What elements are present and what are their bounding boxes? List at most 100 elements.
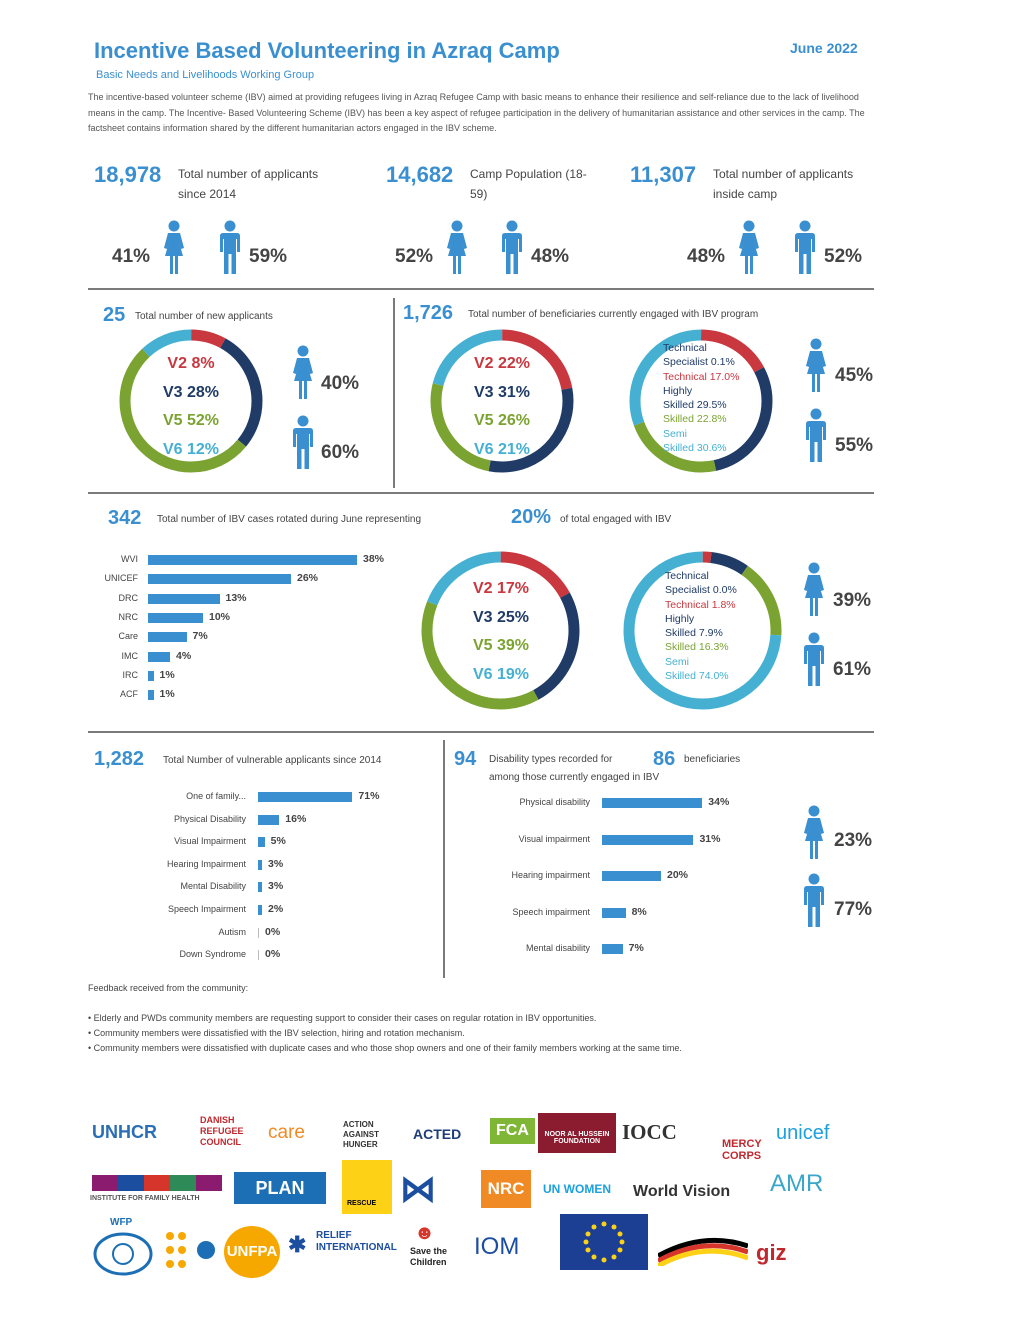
un-women-logo: UN WOMEN — [543, 1182, 611, 1196]
bar-value: 3% — [268, 857, 284, 870]
germany-jordan-flag-icon — [658, 1237, 748, 1266]
female-icon — [156, 220, 192, 276]
page-subtitle: Basic Needs and Livelihoods Working Grou… — [96, 69, 315, 81]
bar — [148, 574, 291, 585]
bar-value: 4% — [176, 649, 192, 662]
skill-label: Skilled 30.6% — [663, 442, 727, 455]
bar-label: IMC — [121, 650, 139, 661]
bar-value: 38% — [363, 553, 385, 565]
beneficiaries-donut-labels: V2 22% V3 31% V5 26% V6 21% — [452, 350, 552, 464]
bar — [602, 944, 623, 954]
bar-label: Autism — [218, 926, 246, 937]
skill-label: Specialist 0.1% — [663, 356, 735, 369]
bar — [258, 837, 265, 848]
page-title: Incentive Based Volunteering in Azraq Ca… — [94, 38, 560, 63]
v3-label: V3 28% — [162, 383, 220, 401]
skill-label: Technical 17.0% — [663, 370, 740, 383]
plan-logo: PLAN — [234, 1172, 326, 1204]
v5-label: V5 52% — [162, 412, 220, 429]
bar — [602, 798, 703, 808]
new-applicants-label: Total number of new applicants — [135, 311, 273, 322]
donut-segment — [119, 329, 263, 473]
relief-international-logo: RELIEF INTERNATIONAL — [316, 1230, 397, 1253]
donut-segment — [119, 329, 263, 473]
bar-value: 10% — [209, 610, 231, 623]
bar-label: IRC — [122, 669, 139, 680]
bar-label: ACF — [120, 689, 138, 700]
male-icon — [494, 220, 530, 276]
bar — [148, 670, 154, 681]
divider — [88, 288, 874, 290]
divider — [88, 731, 874, 733]
disability-beneficiaries-label: beneficiaries — [684, 754, 741, 765]
bar-value: 71% — [358, 790, 380, 802]
v2-label: V2 17% — [472, 580, 530, 597]
bar-value: 34% — [708, 796, 730, 808]
unfpa-logo: UNFPA — [224, 1226, 280, 1278]
bar-value: 8% — [631, 905, 647, 918]
bar-value: 0% — [265, 948, 281, 961]
giz-logo: giz — [756, 1240, 787, 1265]
beneficiaries-male-pct: 55% — [835, 435, 874, 456]
male-icon — [285, 415, 321, 471]
beneficiaries-female-pct: 45% — [835, 365, 874, 386]
bar — [258, 905, 262, 915]
beneficiaries-value: 1,726 — [403, 302, 454, 324]
v5-label: V5 39% — [472, 637, 530, 654]
beneficiaries-donut — [430, 329, 574, 473]
bar-value: 31% — [699, 832, 721, 845]
new-applicants-donut — [119, 329, 263, 473]
bar — [602, 871, 661, 881]
male-icon — [796, 873, 832, 929]
nrc-logo: NRC — [481, 1170, 531, 1208]
skill-label: Technical 1.8% — [665, 598, 736, 611]
bar-label: NRC — [118, 611, 139, 622]
save-the-children-logo: Save the Children — [410, 1246, 448, 1267]
v3-label: V3 25% — [472, 608, 530, 626]
bar-value: 2% — [268, 903, 284, 915]
stat-inside-value: 11,307 — [630, 162, 697, 187]
care-logo: care — [268, 1122, 305, 1143]
female-icon — [798, 338, 834, 394]
v6-label: V6 19% — [472, 665, 530, 683]
stat-inside-label: Total number of applicants inside camp — [713, 167, 854, 201]
rotated-pct: 20% — [511, 506, 552, 528]
donut-segment — [430, 329, 574, 473]
feedback-item: • Community members were dissatisfied wi… — [88, 1043, 682, 1053]
skill-label: Technical — [665, 570, 709, 582]
bar-value: 1% — [159, 688, 175, 701]
v6-label: V6 21% — [473, 440, 531, 458]
divider — [393, 298, 395, 488]
skill-label: Skilled 29.5% — [663, 399, 727, 412]
vulnerable-label: Total Number of vulnerable applicants si… — [163, 755, 382, 766]
bar-value: 5% — [270, 835, 286, 848]
divider — [88, 492, 874, 494]
bar-label: DRC — [118, 592, 139, 603]
new-applicants-donut-labels: V2 8% V3 28% V5 52% V6 12% — [141, 350, 241, 464]
bar-label: Visual impairment — [518, 833, 590, 844]
male-icon — [787, 220, 823, 276]
action-against-hunger-logo: ACTION AGAINST HUNGER — [343, 1120, 379, 1149]
bar-value: 1% — [159, 668, 175, 681]
donut-segment — [623, 551, 782, 710]
bar — [148, 651, 170, 662]
bar — [258, 859, 262, 870]
stat-applicants-female-pct: 41% — [112, 246, 151, 267]
stat-population-value: 14,682 — [386, 162, 454, 187]
donut-segment — [629, 329, 773, 473]
vulnerable-value: 1,282 — [94, 748, 145, 770]
rotated-male-pct: 61% — [833, 659, 872, 680]
skill-label: Highly — [665, 612, 695, 625]
stat-population-label: Camp Population (18-59) — [470, 167, 587, 201]
bar-value: 7% — [192, 630, 208, 643]
report-date: June 2022 — [790, 40, 858, 56]
noor-al-hussein-logo: NOOR AL HUSSEIN FOUNDATION — [538, 1113, 616, 1153]
imc-logo-icon: ⋈ — [400, 1168, 436, 1209]
v6-label: V6 12% — [162, 440, 220, 458]
irc-logo: RESCUE — [347, 1200, 377, 1207]
v3-label: V3 31% — [473, 383, 531, 401]
skill-label: Semi — [665, 655, 689, 668]
v2-label: V2 22% — [473, 355, 531, 372]
bar — [258, 927, 259, 938]
bar-value: 26% — [297, 572, 319, 585]
